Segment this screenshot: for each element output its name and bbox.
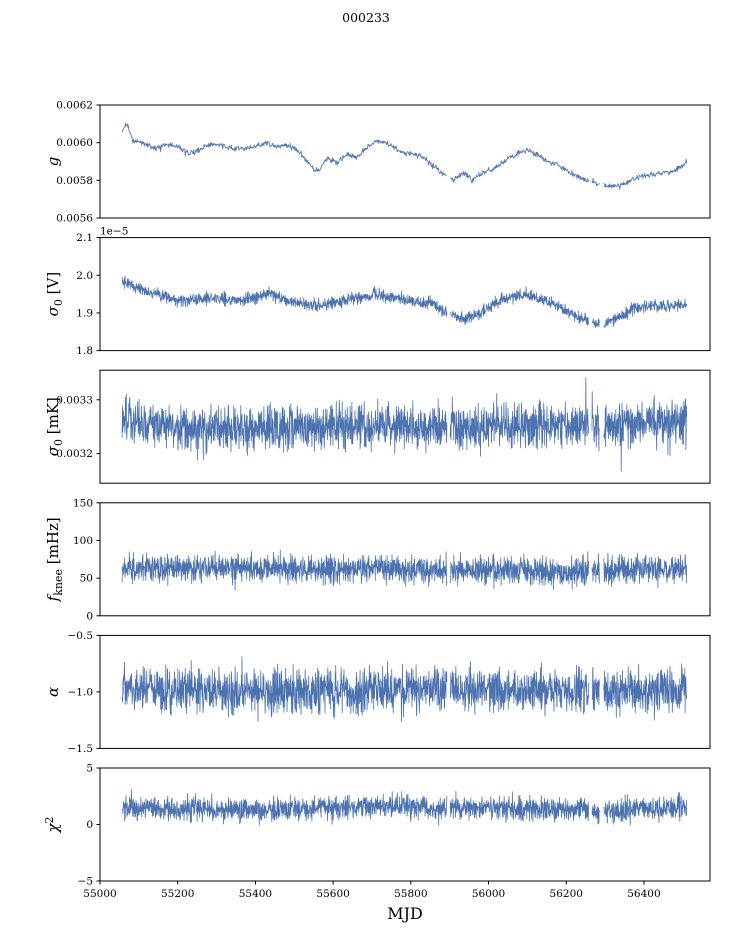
y-tick-label: 0 — [86, 819, 93, 831]
x-tick-label: 55600 — [316, 888, 349, 900]
axes-frame — [99, 104, 711, 219]
y-tick-label: 0.0060 — [56, 137, 93, 149]
y-tick-label: 0.0033 — [56, 394, 93, 406]
y-tick-label: −1.0 — [68, 686, 94, 698]
x-tick-label: 55000 — [83, 888, 116, 900]
y-tick-label: 5 — [86, 763, 93, 775]
offset-text: 1e−5 — [100, 226, 128, 238]
axes-frame — [99, 502, 711, 617]
panel-g: 0.0056 0.0058 0.0060 0.0062 g — [44, 100, 711, 225]
y-tick-label: 2.0 — [76, 270, 93, 282]
y-axis-label: χ2 — [43, 816, 62, 833]
data-series-chi2 — [121, 789, 688, 826]
x-tick-label: 56000 — [472, 888, 505, 900]
x-tick-label: 56200 — [550, 888, 583, 900]
data-series-g — [121, 122, 688, 190]
x-tick-label: 55400 — [239, 888, 272, 900]
y-axis-label: α — [44, 687, 62, 697]
panel-chi2: −5 0 5 χ2 55000 55200 55400 55600 55800 56000 5620… — [43, 763, 711, 900]
data-series-sigma0-v — [121, 275, 688, 328]
y-tick-label: 0 — [86, 610, 93, 622]
x-axis-label: MJD — [387, 904, 423, 923]
y-axis-label: fknee [mHz] — [44, 517, 65, 602]
panel-sigma0-v: 1.8 1.9 2.0 2.1 1e−5 σ0 [V] — [44, 226, 711, 357]
y-tick-label: 0.0062 — [56, 100, 93, 112]
y-axis-label: g — [44, 157, 62, 167]
data-series-alpha — [121, 656, 688, 723]
y-tick-label: 2.1 — [76, 232, 93, 244]
y-tick-label: −5 — [78, 876, 93, 888]
x-tick-label: 56400 — [627, 888, 660, 900]
axes-frame — [99, 369, 711, 484]
y-tick-label: 1.8 — [76, 345, 93, 357]
y-tick-label: 150 — [73, 497, 93, 509]
axes-frame — [99, 237, 711, 352]
axes-frame — [99, 767, 711, 882]
y-tick-label: 100 — [73, 535, 93, 547]
y-tick-label: −0.5 — [68, 630, 94, 642]
x-tick-label: 55200 — [161, 888, 194, 900]
y-tick-label: 0.0058 — [56, 175, 93, 187]
y-tick-label: 50 — [80, 573, 93, 585]
y-tick-label: 0.0056 — [56, 213, 93, 225]
y-axis-label: σ0 [V] — [44, 272, 65, 317]
data-series-sigma0-mk — [121, 377, 688, 472]
chart-title: 000233 — [342, 10, 390, 25]
data-series-fknee — [121, 549, 688, 591]
y-tick-label: 0.0032 — [56, 448, 93, 460]
panel-alpha: −0.5 −1.0 −1.5 α — [44, 630, 711, 755]
panel-fknee: 0 50 100 150 fknee [mHz] — [44, 497, 711, 622]
y-axis-label: σ0 [mK] — [44, 397, 65, 456]
x-tick-label: 55800 — [394, 888, 427, 900]
y-tick-label: −1.5 — [68, 743, 94, 755]
y-tick-label: 1.9 — [76, 307, 93, 319]
